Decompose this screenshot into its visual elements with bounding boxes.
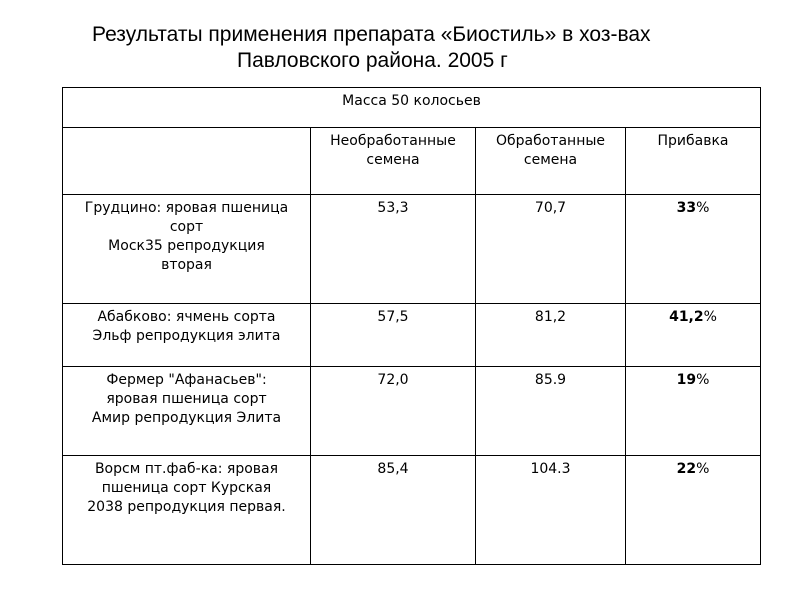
untreated-value: 57,5	[310, 303, 476, 367]
row-label-line: Абабково: ячмень сорта	[97, 309, 276, 325]
gain-unit: %	[703, 309, 717, 325]
table-row: Грудцино: яровая пшеница сорт Моск35 реп…	[62, 194, 762, 304]
gain-number: 41,2	[669, 309, 704, 325]
row-label-line: 2038 репродукция первая.	[87, 499, 286, 515]
gain-value: 22%	[624, 455, 762, 565]
column-header-untreated: Необработанные семена	[310, 127, 476, 195]
row-label-line: Амир репродукция Элита	[91, 410, 282, 426]
column-header-untreated-line-2: семена	[366, 152, 420, 168]
row-label: Ворсм пт.фаб-ка: яровая пшеница сорт Кур…	[62, 455, 311, 565]
column-header-treated-line-2: семена	[523, 152, 578, 168]
row-label: Абабково: ячмень сорта Эльф репродукция …	[62, 303, 311, 367]
row-label-line: Эльф репродукция элита	[92, 328, 281, 344]
column-header-treated: Обработанные семена	[475, 127, 626, 195]
treated-value: 85.9	[475, 366, 626, 456]
row-label-line: Грудцино: яровая пшеница	[84, 200, 289, 216]
row-label-line: вторая	[161, 257, 212, 273]
table-row: Абабково: ячмень сорта Эльф репродукция …	[62, 303, 762, 367]
row-label-line: Ворсм пт.фаб-ка: яровая	[94, 461, 279, 477]
row-label-line: Моск35 репродукция	[108, 238, 265, 254]
gain-value: 33%	[624, 194, 762, 304]
column-header-row: Необработанные семена Обработанные семен…	[62, 127, 762, 195]
row-label-line: Фермер "Афанасьев":	[106, 372, 267, 388]
table-header-row: Масса 50 колосьев	[61, 87, 762, 128]
gain-unit: %	[696, 200, 710, 216]
untreated-value: 72,0	[310, 366, 476, 456]
treated-value: 104.3	[475, 455, 626, 565]
row-label-line: яровая пшеница сорт	[106, 391, 267, 407]
slide-title: Результаты применения препарата «Биостил…	[0, 22, 794, 74]
table-row: Фермер "Афанасьев": яровая пшеница сорт …	[62, 366, 762, 456]
untreated-value: 53,3	[310, 194, 476, 304]
row-label-line: пшеница сорт Курская	[101, 480, 272, 496]
gain-number: 22	[676, 461, 697, 477]
gain-unit: %	[696, 372, 710, 388]
treated-value: 81,2	[475, 303, 626, 367]
gain-value: 19%	[624, 366, 762, 456]
row-label: Грудцино: яровая пшеница сорт Моск35 реп…	[62, 194, 311, 304]
row-label: Фермер "Афанасьев": яровая пшеница сорт …	[62, 366, 311, 456]
row-label-line: сорт	[169, 219, 204, 235]
column-header-treated-line-1: Обработанные	[495, 133, 606, 149]
table-header-cell: Масса 50 колосьев	[61, 87, 762, 128]
gain-unit: %	[696, 461, 710, 477]
treated-value: 70,7	[475, 194, 626, 304]
results-table: Масса 50 колосьев Необработанные семена …	[61, 87, 762, 565]
title-line-2: Павловского района. 2005 г	[237, 49, 508, 72]
title-line-1: Результаты применения препарата «Биостил…	[92, 23, 651, 46]
table-row: Ворсм пт.фаб-ка: яровая пшеница сорт Кур…	[62, 455, 762, 565]
gain-number: 33	[676, 200, 697, 216]
column-header-gain: Прибавка	[624, 127, 762, 195]
column-header-empty	[62, 127, 311, 195]
untreated-value: 85,4	[310, 455, 476, 565]
column-header-untreated-line-1: Необработанные	[330, 133, 456, 149]
gain-value: 41,2%	[624, 303, 762, 367]
gain-number: 19	[676, 372, 697, 388]
